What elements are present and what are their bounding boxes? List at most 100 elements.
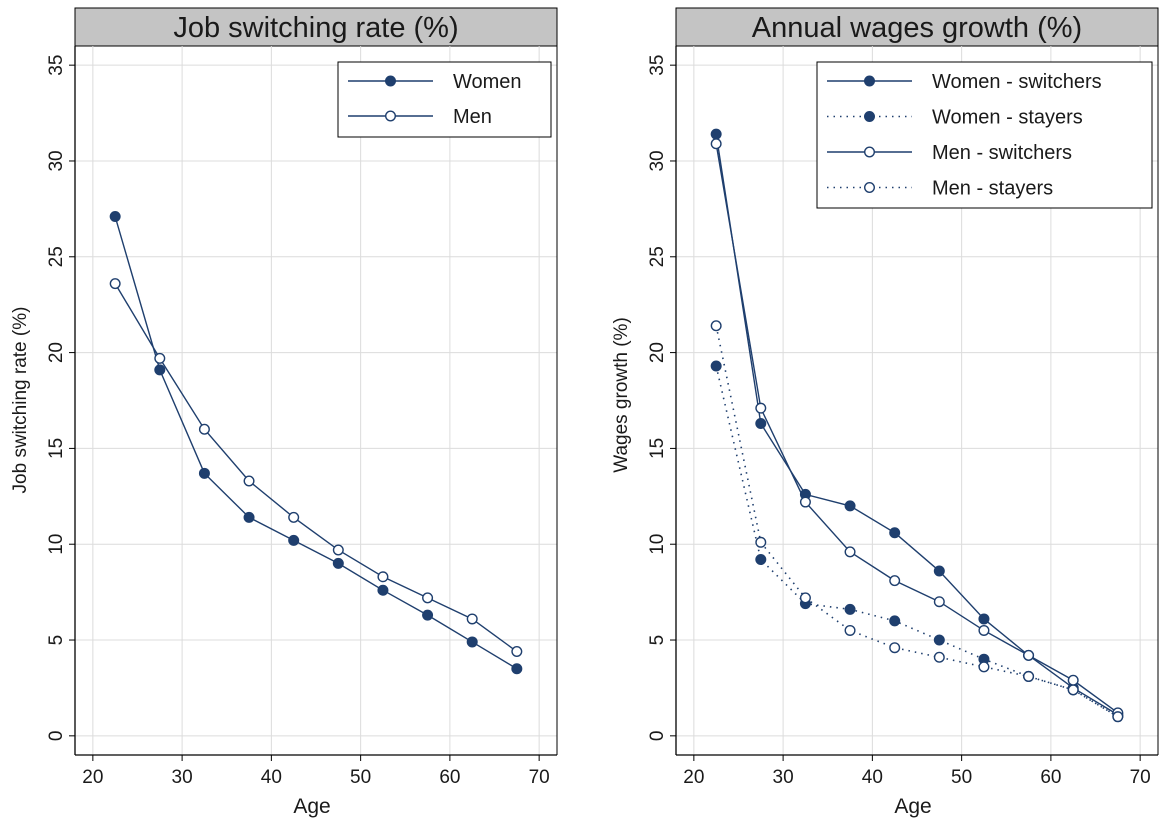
series-line: [715, 143, 1119, 714]
data-point: [799, 592, 811, 604]
chart-title-bar: [74, 7, 558, 47]
data-point: [154, 364, 166, 376]
data-point: [799, 496, 811, 508]
x-tick-label: 40: [862, 767, 883, 788]
legend-label: Men - stayers: [932, 178, 1053, 200]
legend-swatch-marker: [864, 75, 876, 87]
y-tick-label: 0: [647, 731, 668, 742]
y-tick-label: 30: [647, 150, 668, 171]
data-point: [844, 603, 856, 615]
y-tick-label: 0: [46, 731, 67, 742]
data-point: [1067, 684, 1079, 696]
x-tick-label: 30: [773, 767, 794, 788]
data-point: [710, 138, 722, 150]
data-point: [755, 554, 767, 566]
data-point: [198, 423, 210, 435]
series-line: [114, 283, 518, 653]
y-tick-label: 25: [46, 246, 67, 267]
legend-label: Men - switchers: [932, 142, 1072, 164]
data-point: [511, 646, 523, 658]
y-tick-label: 5: [46, 635, 67, 646]
data-point: [978, 661, 990, 673]
chart-title: Job switching rate (%): [173, 12, 458, 44]
data-point: [377, 584, 389, 596]
x-tick-label: 50: [951, 767, 972, 788]
legend-box: [337, 61, 552, 138]
series-women-switchers: [710, 128, 1124, 721]
data-point: [844, 624, 856, 636]
legend-label: Women - stayers: [932, 107, 1083, 129]
data-point: [288, 511, 300, 523]
x-tick-label: 70: [529, 767, 550, 788]
data-point: [288, 534, 300, 546]
data-point: [889, 642, 901, 654]
x-tick-label: 30: [172, 767, 193, 788]
data-point: [978, 624, 990, 636]
y-tick-label: 10: [647, 534, 668, 555]
legend-label: Women: [453, 71, 522, 93]
gridlines: [75, 46, 557, 755]
chart-panel-1: Job switching rate (%) 0 5 10 15 20 25 30 35 20 30…: [10, 7, 558, 818]
y-axis-title: Job switching rate (%): [10, 307, 31, 494]
legend-swatch-marker: [864, 146, 876, 158]
x-axis-title: Age: [894, 795, 931, 818]
legend: Women - switchers Women - stayers Men - sw…: [816, 61, 1153, 209]
data-point: [154, 352, 166, 364]
data-point: [422, 609, 434, 621]
legend-swatch-marker: [864, 181, 876, 193]
data-point: [243, 511, 255, 523]
data-point: [844, 546, 856, 558]
data-point: [844, 500, 856, 512]
y-tick-label: 35: [46, 55, 67, 76]
data-point: [933, 565, 945, 577]
data-point: [466, 613, 478, 625]
x-tick-label: 20: [683, 767, 704, 788]
series-women-stayers: [710, 360, 1124, 723]
data-point: [466, 636, 478, 648]
data-point: [710, 360, 722, 372]
data-point: [1112, 711, 1124, 723]
x-axis-title: Age: [293, 795, 330, 818]
y-tick-label: 15: [647, 438, 668, 459]
x-tick-label: 60: [1040, 767, 1061, 788]
y-tick-label: 10: [46, 534, 67, 555]
data-point: [332, 557, 344, 569]
data-point: [978, 613, 990, 625]
series-women: [109, 211, 523, 675]
chart-title-bar: [675, 7, 1159, 47]
data-point: [889, 615, 901, 627]
legend-swatch-marker: [864, 110, 876, 122]
x-tick-label: 50: [350, 767, 371, 788]
series-men-stayers: [710, 320, 1124, 723]
y-tick-label: 20: [46, 342, 67, 363]
y-tick-label: 20: [647, 342, 668, 363]
legend-label: Men: [453, 106, 492, 128]
data-point: [511, 663, 523, 675]
y-axis-title: Wages growth (%): [611, 317, 632, 473]
y-tick-label: 25: [647, 246, 668, 267]
y-tick-label: 30: [46, 150, 67, 171]
legend-swatch-marker: [385, 75, 397, 87]
legend: Women Men: [337, 61, 552, 138]
legend-swatch-marker: [385, 110, 397, 122]
series-men-switchers: [710, 138, 1124, 719]
data-point: [109, 211, 121, 223]
x-tick-label: 70: [1130, 767, 1151, 788]
data-point: [933, 651, 945, 663]
legend-label: Women - switchers: [932, 71, 1102, 93]
data-point: [1023, 649, 1035, 661]
series-line: [715, 134, 1119, 716]
data-point: [422, 592, 434, 604]
x-tick-label: 20: [82, 767, 103, 788]
data-point: [1023, 670, 1035, 682]
x-tick-label: 60: [439, 767, 460, 788]
y-tick-label: 5: [647, 635, 668, 646]
data-point: [755, 417, 767, 429]
data-point: [710, 128, 722, 140]
series-line: [114, 216, 518, 670]
data-point: [755, 536, 767, 548]
data-point: [109, 278, 121, 290]
chart-title: Annual wages growth (%): [752, 12, 1082, 44]
